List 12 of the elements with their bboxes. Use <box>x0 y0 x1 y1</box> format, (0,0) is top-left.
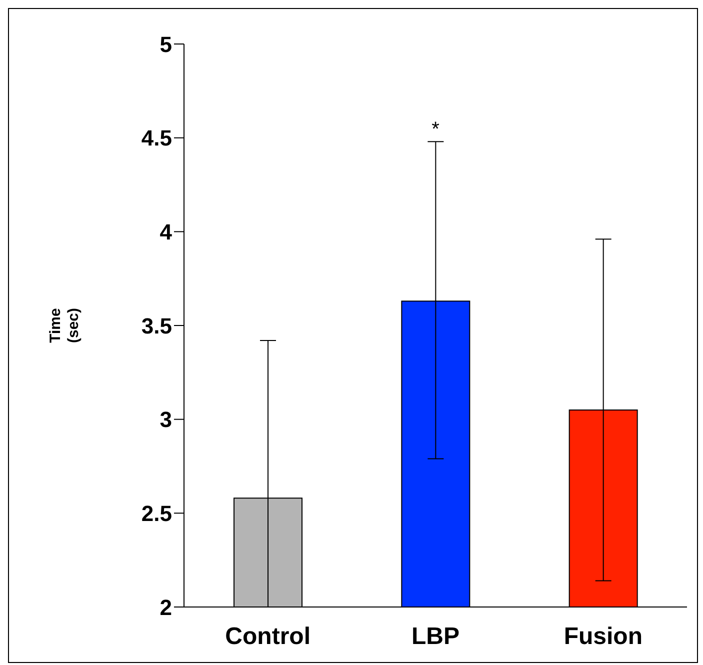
y-tick-label: 5 <box>160 32 172 57</box>
annotation: * <box>432 118 440 141</box>
x-tick-label: Fusion <box>564 623 642 650</box>
y-tick-label: 3 <box>160 407 172 432</box>
x-tick-label: LBP <box>412 623 460 650</box>
y-tick-label: 2.5 <box>141 500 172 526</box>
y-tick-label: 4.5 <box>141 126 172 151</box>
y-axis-title: Time (sec) <box>47 308 82 344</box>
y-tick-label: 3.5 <box>141 313 172 338</box>
x-tick-label: Control <box>225 623 310 650</box>
y-tick-label: 2 <box>160 594 172 620</box>
y-tick-label: 4 <box>160 219 173 244</box>
